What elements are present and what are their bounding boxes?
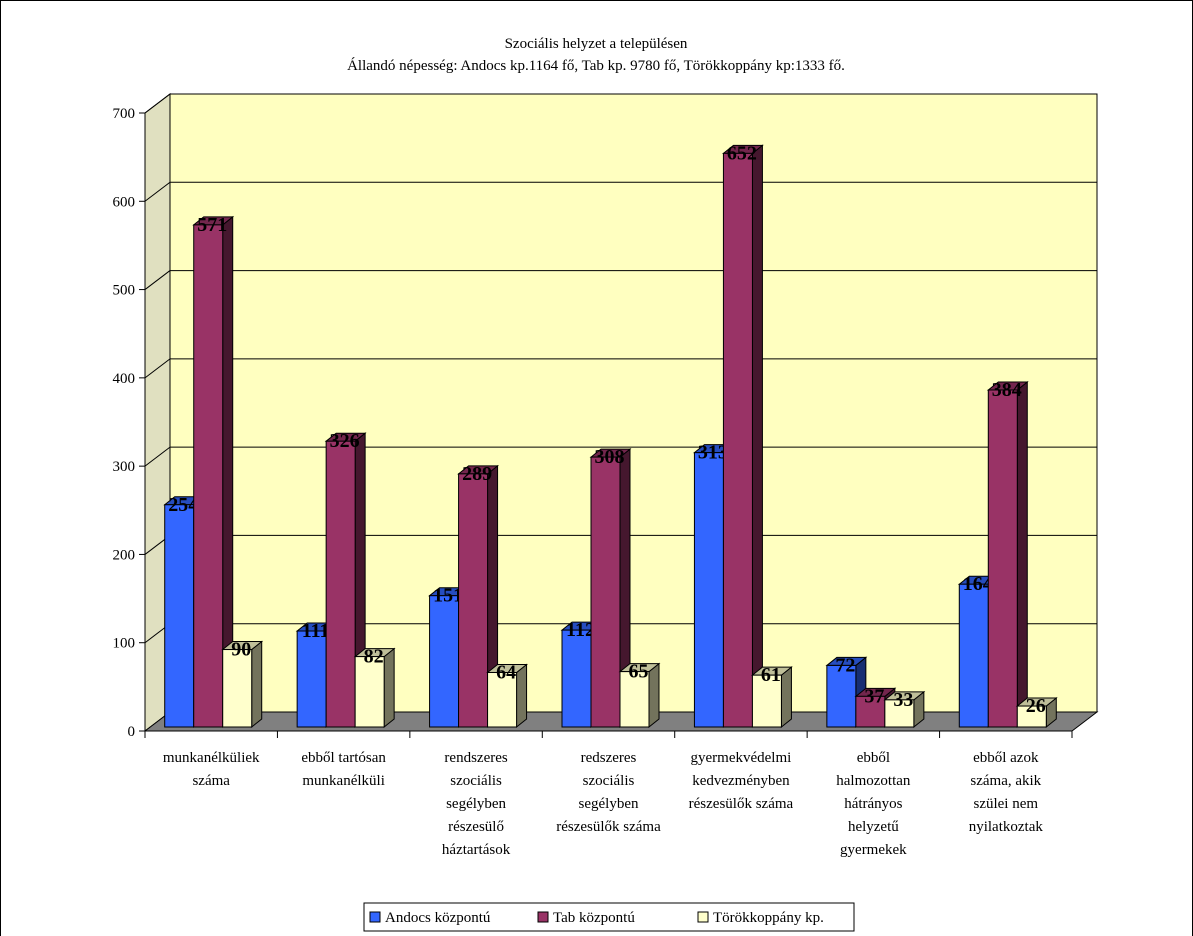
data-label: 72: [835, 654, 855, 676]
bar: [590, 456, 621, 728]
gridline-side: [144, 181, 171, 202]
gridline-side: [144, 270, 171, 290]
bar-side: [1016, 380, 1028, 729]
legend-label: Törökkoppány kp.: [713, 910, 824, 926]
legend-swatch: [697, 911, 709, 923]
gridline-side: [144, 93, 171, 114]
legend-label: Andocs központú: [385, 910, 491, 926]
legend-box: [363, 902, 855, 932]
data-label: 33: [893, 689, 913, 711]
y-tick-label: 0: [128, 724, 136, 740]
x-tick-label: munkanélküliek száma: [163, 750, 260, 789]
x-tick-label: gyermekvédelmi kedvezményben részesülők sz…: [689, 750, 794, 812]
data-label: 384: [992, 379, 1022, 401]
data-label: 90: [231, 639, 251, 661]
data-label: 313: [698, 442, 728, 464]
bar: [693, 452, 724, 728]
y-tick-label: 300: [113, 459, 136, 475]
bar: [458, 473, 489, 728]
data-label: 652: [727, 142, 757, 164]
legend-swatch: [537, 911, 549, 923]
data-label: 37: [864, 685, 884, 707]
gridline-side: [144, 358, 171, 379]
data-label: 111: [302, 620, 330, 642]
bar-side: [383, 647, 395, 729]
data-label: 64: [496, 661, 516, 683]
y-tick-label: 600: [113, 194, 136, 210]
x-tick-label: redszeres szociális segélyben részesülők sz…: [556, 750, 661, 835]
bar-side: [516, 663, 528, 729]
bar-side: [751, 144, 763, 729]
chart-title: Szociális helyzet a településen: [505, 36, 688, 52]
bar: [884, 699, 915, 728]
y-tick-label: 400: [113, 371, 136, 387]
x-tick-label: ebből tartósan munkanélküli: [301, 750, 386, 789]
bar: [751, 674, 782, 728]
data-label: 61: [761, 664, 781, 686]
bar: [193, 224, 224, 728]
x-tick-label: ebből azok száma, akik szülei nem nyilatkoz…: [969, 750, 1044, 835]
bar: [222, 649, 253, 728]
bar: [164, 504, 195, 728]
bar: [561, 629, 592, 728]
data-label: 82: [364, 646, 384, 668]
x-tick-label: ebből halmozottan hátrányos helyzetű gyermek…: [836, 750, 911, 858]
data-label: 326: [330, 430, 360, 452]
bar: [487, 671, 518, 728]
y-tick-label: 500: [113, 283, 136, 299]
data-label: 26: [1026, 695, 1046, 717]
bar: [855, 695, 886, 728]
data-label: 112: [566, 619, 595, 641]
bar: [722, 152, 753, 728]
bar: [619, 671, 650, 728]
gridline-side: [144, 446, 171, 467]
data-label: 254: [168, 494, 198, 516]
bar: [429, 595, 460, 728]
data-label: 151: [433, 585, 463, 607]
y-tick-label: 700: [113, 106, 136, 122]
bar-side: [648, 662, 660, 729]
bar-side: [780, 666, 792, 729]
legend-swatch: [369, 911, 381, 923]
data-label: 289: [462, 463, 492, 485]
bar: [354, 656, 385, 728]
y-tick-label: 200: [113, 547, 136, 563]
x-tick-label: rendszeres szociális segélyben részesülő ház…: [442, 750, 511, 858]
bar: [987, 389, 1018, 728]
chart-subtitle: Állandó népesség: Andocs kp.1164 fő, Tab…: [347, 57, 845, 74]
bar-side: [251, 640, 263, 729]
data-label: 571: [197, 214, 227, 236]
bar: [958, 583, 989, 728]
bar: [296, 630, 327, 728]
data-label: 65: [629, 661, 649, 683]
legend-label: Tab központú: [553, 910, 635, 926]
bar: [325, 440, 356, 728]
data-label: 164: [963, 573, 993, 595]
y-tick-label: 100: [113, 636, 136, 652]
data-label: 308: [595, 446, 625, 468]
legend: Andocs központú Tab központú Törökkoppány …: [363, 902, 855, 932]
plot-area: 0 100 200 300 400 500 600 700 254 571 90 111 326 82 15…: [113, 92, 1099, 858]
bar: [1016, 705, 1047, 728]
